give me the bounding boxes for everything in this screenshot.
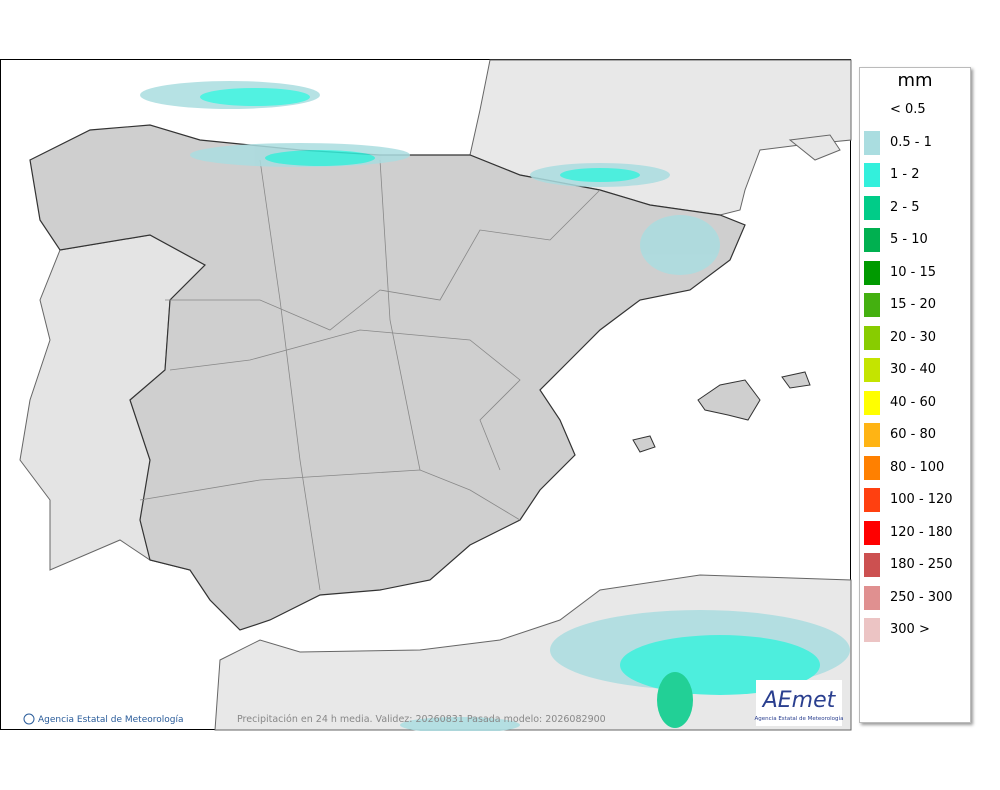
legend-label: 300 > [890,622,930,637]
legend-label: 0.5 - 1 [890,134,932,150]
legend-swatch [864,520,880,545]
logo-box [756,680,842,726]
legend-label: 80 - 100 [890,459,945,475]
legend-title: mm [897,70,933,91]
logo-subtitle: Agencia Estatal de Meteorología [755,715,844,722]
legend-swatch [864,228,880,252]
caption: Precipitación en 24 h media. Validez: 20… [237,714,606,725]
legend-label: < 0.5 [890,102,926,117]
legend-swatch [864,488,880,512]
legend-label: 250 - 300 [890,589,953,605]
legend-swatch [864,553,880,577]
legend-swatch [864,130,880,155]
legend-swatch [864,390,880,415]
credit: Agencia Estatal de Meteorología [38,715,184,725]
logo: AEmet [761,688,837,713]
precipitation [140,81,850,731]
legend-label: 1 - 2 [890,167,920,182]
legend-swatch [864,325,880,350]
legend-label: 15 - 20 [890,297,937,312]
legend-label: 5 - 10 [890,232,928,247]
legend-swatch [864,618,880,642]
legend-label: 2 - 5 [890,199,920,215]
legend: mm < 0.5 0.5 - 1 1 - 2 2 - 5 5 - 10 10 - 15 15… [859,67,971,723]
copyright-icon [23,713,35,725]
legend-label: 40 - 60 [890,394,937,410]
legend-swatch [864,455,880,480]
legend-label: 100 - 120 [890,492,953,507]
legend-swatch [864,260,880,285]
legend-swatch [864,358,880,382]
legend-swatch [864,585,880,610]
legend-label: 20 - 30 [890,329,937,345]
legend-swatch [864,423,880,447]
map: Agencia Estatal de Meteorología Precipit… [0,59,852,731]
legend-label: 120 - 180 [890,524,953,540]
legend-label: 30 - 40 [890,362,937,377]
legend-swatch [864,195,880,220]
legend-label: 10 - 15 [890,264,937,280]
legend-label: 180 - 250 [890,557,953,572]
legend-swatch [864,293,880,317]
legend-swatch [864,163,880,187]
geography [19,59,852,731]
legend-label: 60 - 80 [890,427,937,442]
